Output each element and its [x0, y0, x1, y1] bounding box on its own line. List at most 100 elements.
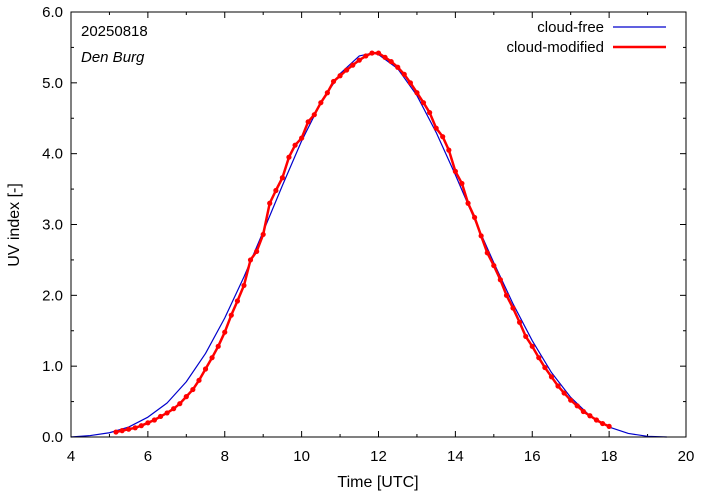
data-point-cloud-modified — [606, 423, 612, 429]
data-point-cloud-modified — [363, 53, 369, 59]
data-point-cloud-modified — [330, 78, 337, 85]
data-point-cloud-modified — [510, 305, 516, 311]
x-axis-label: Time [UTC] — [337, 474, 418, 491]
data-point-cloud-modified — [267, 200, 273, 206]
data-point-cloud-modified — [407, 80, 413, 86]
location-annotation: Den Burg — [81, 49, 145, 66]
x-tick-label: 6 — [144, 448, 152, 465]
data-point-cloud-modified — [279, 175, 286, 181]
data-point-cloud-modified — [132, 425, 138, 431]
x-tick-label: 14 — [447, 448, 464, 465]
data-point-cloud-modified — [452, 168, 458, 174]
tick-marks — [70, 11, 687, 438]
data-point-cloud-modified — [286, 154, 292, 160]
x-tick-label: 18 — [601, 448, 618, 465]
data-point-cloud-modified — [433, 125, 439, 131]
data-point-cloud-modified — [568, 397, 574, 403]
legend-label-cloud-free: cloud-free — [537, 19, 604, 36]
x-tick-label: 8 — [221, 448, 229, 465]
data-point-cloud-modified — [471, 214, 478, 221]
y-tick-label: 5.0 — [42, 75, 63, 92]
data-point-cloud-modified — [420, 100, 427, 106]
data-point-cloud-modified — [318, 100, 324, 106]
data-point-cloud-modified — [222, 329, 228, 335]
date-annotation: 20250818 — [81, 23, 148, 40]
data-point-cloud-modified — [119, 428, 125, 434]
data-point-cloud-modified — [350, 62, 356, 68]
data-point-cloud-modified — [548, 374, 555, 380]
data-point-cloud-modified — [427, 109, 433, 116]
data-point-cloud-modified — [523, 333, 529, 340]
data-point-cloud-modified — [183, 394, 189, 400]
data-point-cloud-modified — [516, 319, 523, 325]
data-point-cloud-modified — [196, 377, 202, 383]
data-point-cloud-modified — [484, 250, 490, 256]
data-point-cloud-modified — [190, 386, 196, 393]
data-point-cloud-modified — [202, 366, 209, 372]
data-point-cloud-modified — [356, 57, 362, 63]
legend-label-cloud-modified: cloud-modified — [506, 39, 604, 56]
data-point-cloud-modified — [587, 413, 593, 419]
data-point-cloud-modified — [337, 73, 343, 79]
x-tick-label: 12 — [370, 448, 387, 465]
data-point-cloud-modified — [580, 408, 586, 415]
data-point-cloud-modified — [465, 200, 471, 206]
legend: cloud-free cloud-modified — [506, 19, 666, 56]
series-line-cloud-free — [70, 52, 667, 438]
data-point-cloud-modified — [299, 135, 305, 141]
data-point-cloud-modified — [273, 187, 279, 194]
y-axis-label: UV index [-] — [6, 183, 23, 267]
data-point-cloud-modified — [138, 423, 144, 429]
data-point-cloud-modified — [311, 112, 317, 118]
data-point-cloud-modified — [593, 417, 600, 423]
data-point-cloud-modified — [171, 406, 177, 412]
data-point-cloud-modified — [497, 277, 503, 283]
data-point-cloud-modified — [542, 364, 548, 371]
y-tick-label: 0.0 — [42, 429, 63, 446]
y-tick-label: 3.0 — [42, 217, 63, 234]
data-point-cloud-modified — [151, 417, 158, 423]
data-point-cloud-modified — [292, 142, 298, 148]
data-point-cloud-modified — [241, 282, 247, 289]
data-point-cloud-modified — [113, 429, 119, 435]
data-point-cloud-modified — [254, 248, 260, 255]
y-tick-label: 6.0 — [42, 4, 63, 21]
data-point-cloud-modified — [382, 54, 388, 60]
data-point-cloud-modified — [260, 231, 266, 238]
data-point-cloud-modified — [555, 383, 561, 389]
data-point-cloud-modified — [491, 262, 497, 269]
data-point-cloud-modified — [440, 134, 446, 140]
data-point-cloud-modified — [561, 390, 567, 396]
data-point-cloud-modified — [145, 420, 151, 426]
y-tick-label: 1.0 — [42, 358, 63, 375]
x-tick-label: 20 — [678, 448, 695, 465]
data-point-cloud-modified — [529, 343, 535, 349]
x-tick-label: 4 — [67, 448, 75, 465]
data-point-cloud-modified — [369, 50, 375, 56]
series-layer — [70, 50, 667, 438]
data-point-cloud-modified — [209, 355, 215, 361]
x-tick-label: 16 — [524, 448, 541, 465]
data-point-cloud-modified — [344, 67, 350, 73]
data-point-cloud-modified — [414, 90, 420, 96]
data-point-cloud-modified — [446, 147, 452, 153]
data-point-cloud-modified — [164, 410, 170, 416]
data-point-cloud-modified — [401, 71, 407, 77]
data-point-cloud-modified — [375, 50, 382, 56]
x-tick-label: 10 — [293, 448, 310, 465]
data-point-cloud-modified — [157, 413, 164, 420]
data-point-cloud-modified — [574, 403, 580, 409]
data-point-cloud-modified — [395, 64, 401, 70]
y-tick-label: 4.0 — [42, 146, 63, 163]
data-point-cloud-modified — [215, 343, 221, 349]
data-point-cloud-modified — [305, 119, 311, 125]
data-point-cloud-modified — [126, 426, 132, 432]
data-point-cloud-modified — [388, 58, 394, 65]
data-point-cloud-modified — [234, 298, 241, 304]
data-point-cloud-modified — [228, 312, 234, 318]
data-point-cloud-modified — [459, 180, 465, 187]
data-point-cloud-modified — [177, 401, 183, 407]
series-line-cloud-modified — [115, 51, 610, 434]
y-tick-label: 2.0 — [42, 287, 63, 304]
